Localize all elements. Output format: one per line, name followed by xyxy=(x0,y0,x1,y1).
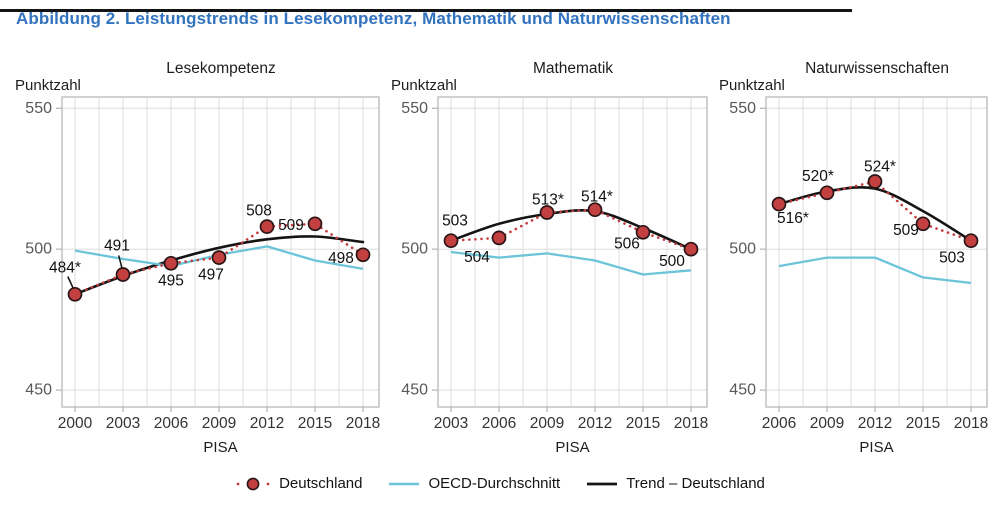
data-point-label: 503 xyxy=(442,213,468,230)
deutschland-data-point xyxy=(115,267,131,282)
oecd-line-swatch xyxy=(389,482,420,485)
data-point-label: 503 xyxy=(939,250,965,267)
chart-title-mathematik: Mathematik xyxy=(532,60,614,77)
deutschland-data-point xyxy=(491,230,507,246)
x-tick-label: 2006 xyxy=(482,415,516,432)
deutschland-data-point xyxy=(771,196,787,212)
gridlines xyxy=(438,97,707,407)
data-point-label: 524* xyxy=(864,159,896,176)
x-tick-label: 2015 xyxy=(906,415,940,432)
legend-item-trend-deutschland: Trend – Deutschland xyxy=(586,475,765,492)
chart-title-naturwissenschaften: Naturwissenschaften xyxy=(805,60,949,77)
y-tick-label: 450 xyxy=(25,382,52,399)
data-point-label: 500 xyxy=(659,253,685,270)
trend-line-swatch xyxy=(587,482,618,485)
x-axis-title: PISA xyxy=(859,439,893,456)
data-point-label: 484* xyxy=(49,259,81,276)
naturwissenschaften-chart-canvas: 550 500 450 2006 2009 2012 2015 2018 PISA 516* 520… xyxy=(729,96,988,456)
data-point-label: 498 xyxy=(328,250,354,267)
deutschland-data-point xyxy=(683,241,699,257)
y-tick-label: 500 xyxy=(401,241,428,258)
x-tick-label: 2003 xyxy=(434,415,468,432)
x-axis-title: PISA xyxy=(203,439,237,456)
x-tick-label: 2009 xyxy=(530,415,564,432)
x-tick-label: 2015 xyxy=(626,415,660,432)
deutschland-data-point xyxy=(163,255,179,271)
data-point-label: 497 xyxy=(198,267,224,284)
data-point-label: 509 xyxy=(893,222,919,239)
data-point-label: 520* xyxy=(802,168,834,185)
deutschland-data-point xyxy=(355,247,371,263)
x-tick-label: 2018 xyxy=(674,415,708,432)
panel-naturwissenschaften: Naturwissenschaften Punktzahl 550 500 450 2… xyxy=(714,59,988,457)
y-axis-title-punktzahl: Punktzahl xyxy=(391,77,457,94)
lesekompetenz-chart-canvas: 550 500 450 2000 2003 2006 2009 2012 2015 2018 PIS… xyxy=(25,96,380,456)
chart-legend: Deutschland OECD-Durchschnitt Trend – De… xyxy=(0,475,1000,492)
deutschland-data-point xyxy=(635,224,651,240)
oecd-durchschnitt-line xyxy=(450,250,692,276)
x-tick-label: 2012 xyxy=(858,415,892,432)
x-tick-label: 2003 xyxy=(106,415,140,432)
deutschland-data-point xyxy=(915,216,931,232)
x-axis-title: PISA xyxy=(555,439,589,456)
gridlines xyxy=(766,97,987,407)
data-point-label: 516* xyxy=(777,210,809,227)
mathematik-chart-canvas: 550 500 450 2003 2006 2009 2012 2015 2018 PISA 503… xyxy=(401,96,708,456)
y-tick-label: 500 xyxy=(25,241,52,258)
x-tick-label: 2009 xyxy=(810,415,844,432)
x-tick-label: 2012 xyxy=(250,415,284,432)
deutschland-dotted-marker-swatch xyxy=(236,477,270,490)
y-tick-label: 550 xyxy=(25,100,52,117)
x-tick-label: 2000 xyxy=(58,415,93,432)
data-point-label: 491 xyxy=(104,238,130,255)
y-tick-label: 550 xyxy=(401,100,428,117)
y-tick-label: 500 xyxy=(729,241,756,258)
y-axis-title-punktzahl: Punktzahl xyxy=(15,77,81,94)
deutschland-data-point xyxy=(819,185,835,201)
plot-border xyxy=(765,96,988,408)
data-point-label: 506 xyxy=(614,235,640,252)
panel-lesekompetenz: Lesekompetenz Punktzahl 550 500 450 2000 200… xyxy=(10,59,380,457)
panel-mathematik: Mathematik Punktzahl 550 500 450 2003 2006 20… xyxy=(386,59,708,457)
chart-title-lesekompetenz: Lesekompetenz xyxy=(166,60,276,77)
figure-title: Abbildung 2. Leistungstrends in Lesekomp… xyxy=(16,9,731,28)
deutschland-data-point xyxy=(963,233,979,249)
deutschland-data-point xyxy=(539,205,555,220)
data-point-label: 509 xyxy=(278,217,304,234)
data-point-label: 508 xyxy=(246,203,272,220)
data-point-label: 504 xyxy=(464,249,490,266)
deutschland-data-point xyxy=(307,216,323,232)
x-tick-label: 2006 xyxy=(154,415,188,432)
deutschland-data-point xyxy=(67,286,83,302)
legend-item-oecd-durchschnitt: OECD-Durchschnitt xyxy=(388,475,560,492)
deutschland-data-point xyxy=(867,174,883,189)
legend-label-deutschland: Deutschland xyxy=(279,475,363,492)
data-point-label: 514* xyxy=(581,189,613,206)
top-border-strip xyxy=(0,9,852,12)
plot-border xyxy=(61,96,380,408)
x-tick-label: 2018 xyxy=(954,415,988,432)
charts-row: Lesekompetenz Punktzahl 550 500 450 2000 200… xyxy=(10,59,1000,457)
y-tick-label: 450 xyxy=(401,382,428,399)
legend-label-trend-deutschland: Trend – Deutschland xyxy=(626,475,765,492)
data-point-label: 513* xyxy=(532,192,564,209)
deutschland-data-point xyxy=(443,233,459,249)
data-point-label: 495 xyxy=(158,272,184,289)
x-tick-label: 2006 xyxy=(762,415,796,432)
deutschland-data-point xyxy=(259,219,275,234)
legend-label-oecd-durchschnitt: OECD-Durchschnitt xyxy=(428,475,561,492)
x-tick-label: 2018 xyxy=(346,415,380,432)
x-tick-label: 2009 xyxy=(202,415,236,432)
x-tick-label: 2015 xyxy=(298,415,332,432)
plot-border xyxy=(437,96,708,408)
oecd-durchschnitt-line xyxy=(778,256,972,285)
deutschland-data-point xyxy=(587,202,603,218)
y-tick-label: 450 xyxy=(729,382,756,399)
deutschland-data-point xyxy=(211,250,227,265)
y-tick-label: 550 xyxy=(729,100,756,117)
y-axis-title-punktzahl: Punktzahl xyxy=(719,77,785,94)
x-tick-label: 2012 xyxy=(578,415,612,432)
legend-item-deutschland: Deutschland xyxy=(235,475,362,492)
